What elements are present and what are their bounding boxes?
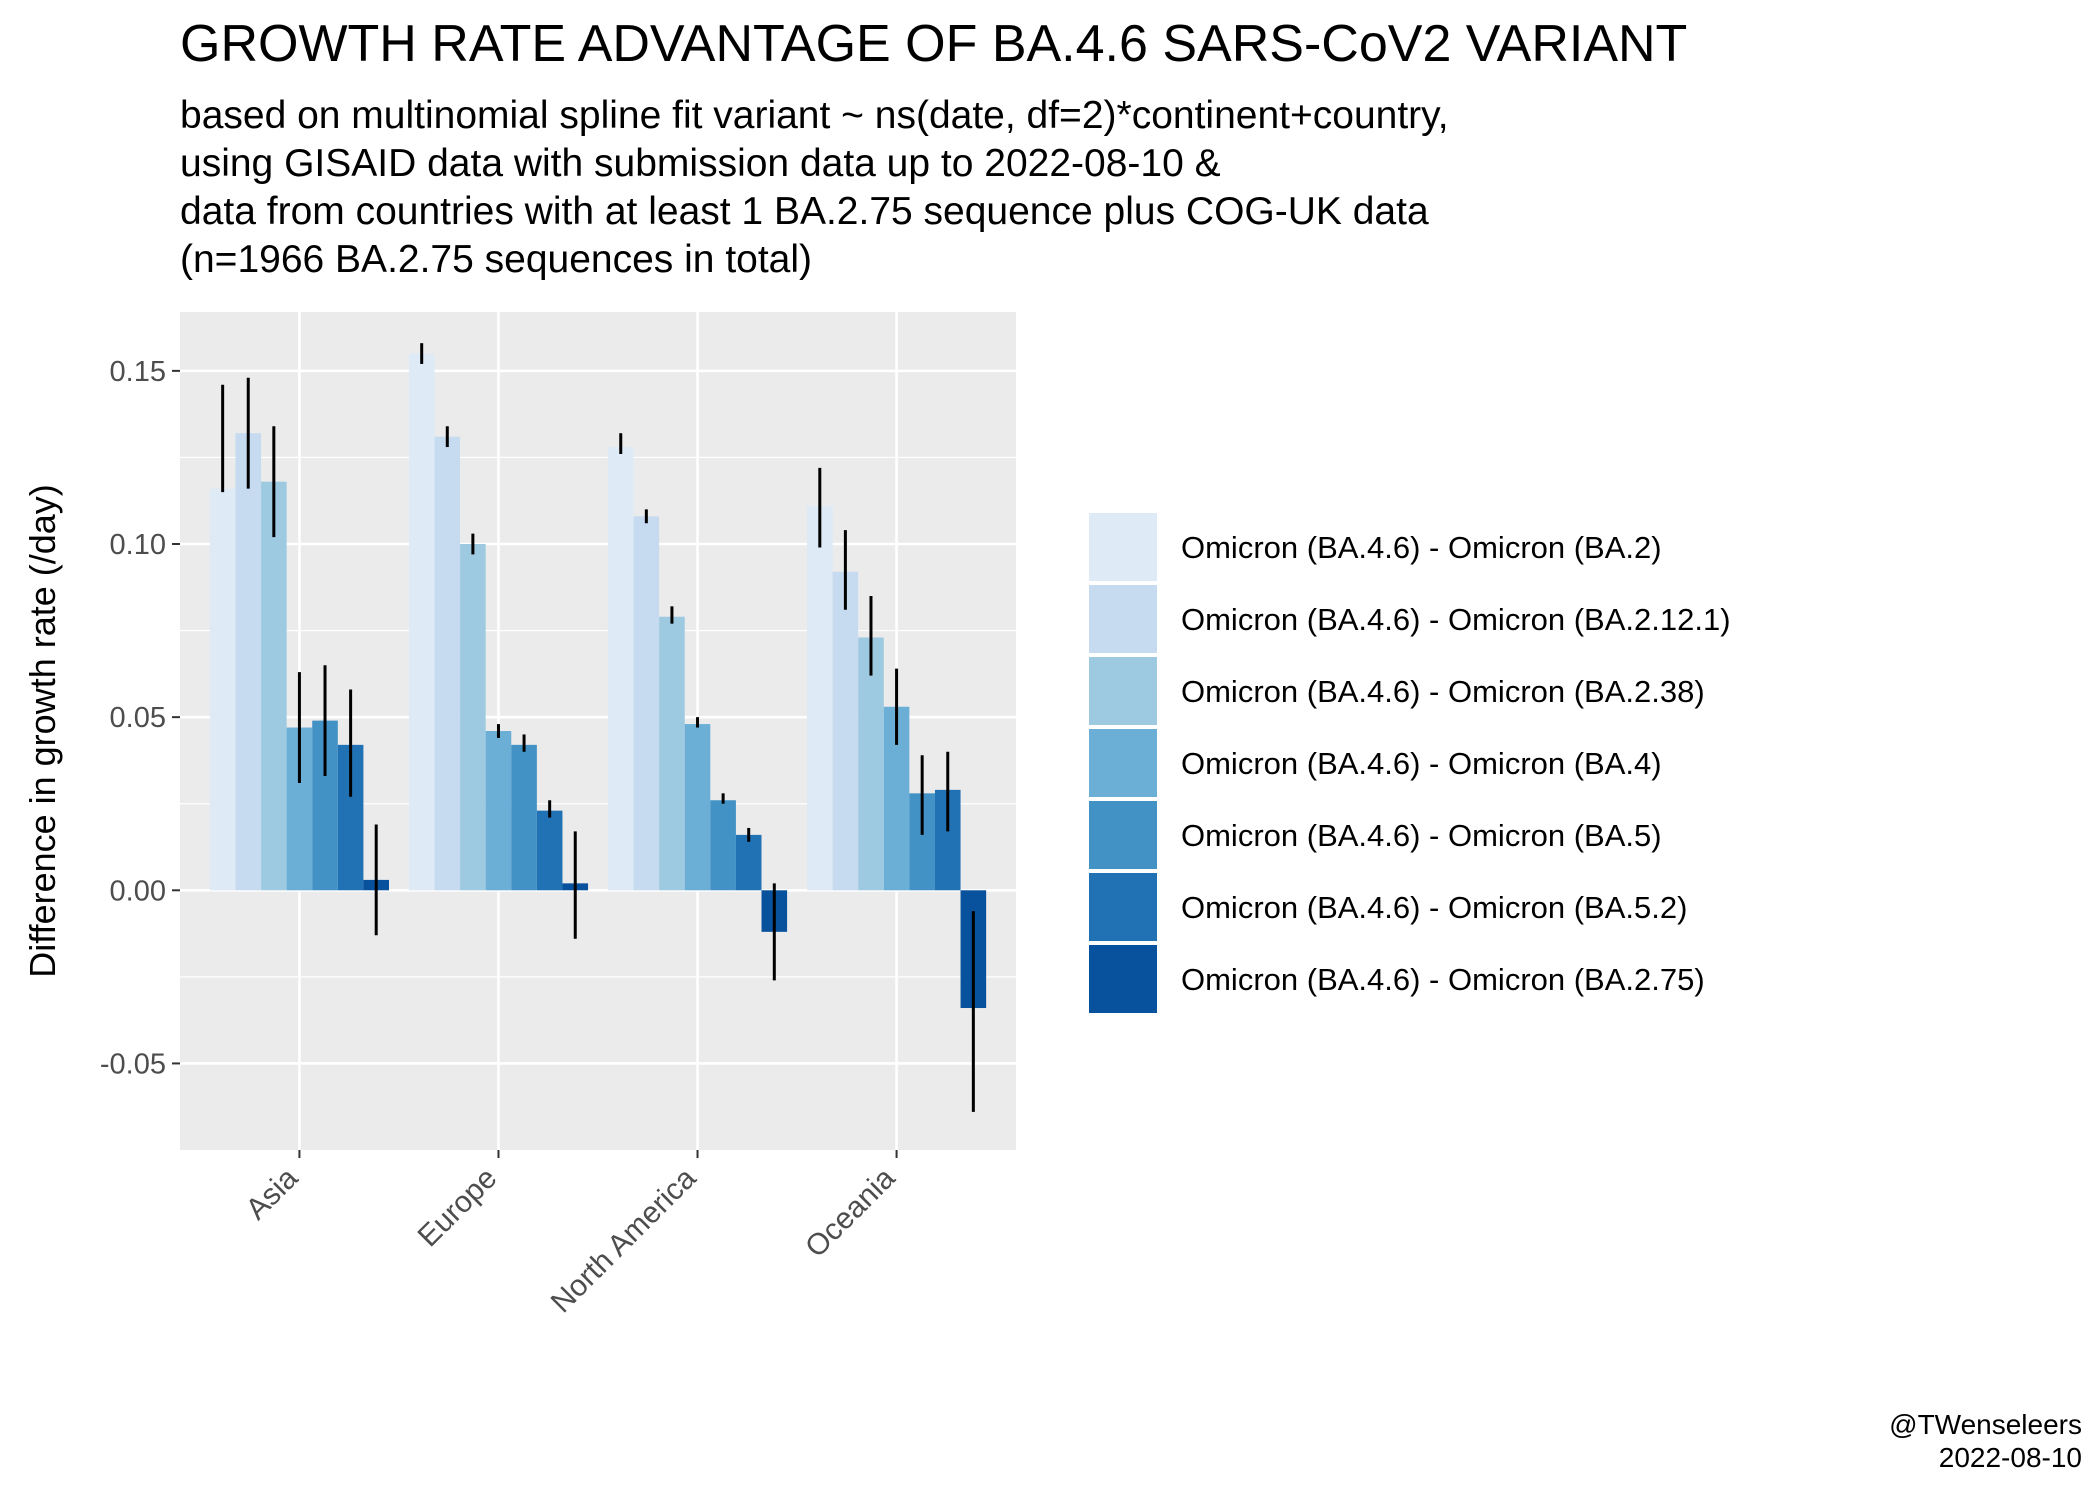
bar xyxy=(235,433,262,891)
credit-author: @TWenseleers xyxy=(1889,1409,2082,1440)
bar xyxy=(261,481,287,891)
bar xyxy=(807,505,833,891)
y-tick-label: 0.00 xyxy=(110,875,166,907)
legend-key xyxy=(1087,943,1159,1015)
x-tick-label: Oceania xyxy=(799,1161,902,1264)
legend-key xyxy=(1087,871,1159,943)
x-tick-label: North America xyxy=(545,1161,703,1319)
bar xyxy=(607,447,634,891)
bar xyxy=(633,516,660,891)
bar xyxy=(485,731,512,891)
legend-label: Omicron (BA.4.6) - Omicron (BA.2) xyxy=(1181,530,1662,565)
x-tick-label: Europe xyxy=(412,1162,504,1254)
bar xyxy=(536,810,563,891)
legend-label: Omicron (BA.4.6) - Omicron (BA.2.12.1) xyxy=(1181,602,1731,637)
y-tick-label: 0.05 xyxy=(110,702,166,734)
bar xyxy=(858,637,884,891)
bar xyxy=(710,800,736,891)
legend-key xyxy=(1087,511,1159,583)
bar xyxy=(408,353,435,891)
legend-label: Omicron (BA.4.6) - Omicron (BA.5.2) xyxy=(1181,890,1687,925)
chart-title: GROWTH RATE ADVANTAGE OF BA.4.6 SARS-CoV… xyxy=(180,15,1688,73)
legend-key xyxy=(1087,583,1159,655)
bar xyxy=(511,744,537,891)
bar xyxy=(209,488,236,891)
legend-key xyxy=(1087,799,1159,871)
credit: @TWenseleers 2022-08-10 xyxy=(1889,1408,2082,1474)
subtitle-line: based on multinomial spline fit variant … xyxy=(180,94,1449,137)
y-tick-label: -0.05 xyxy=(100,1048,166,1080)
subtitle-line: using GISAID data with submission data u… xyxy=(180,142,1221,185)
legend-label: Omicron (BA.4.6) - Omicron (BA.2.38) xyxy=(1181,674,1705,709)
bar xyxy=(735,834,762,891)
subtitle-line: data from countries with at least 1 BA.2… xyxy=(180,190,1429,233)
legend-label: Omicron (BA.4.6) - Omicron (BA.4) xyxy=(1181,746,1662,781)
legend-key xyxy=(1087,655,1159,727)
y-axis-label: Difference in growth rate (/day) xyxy=(22,484,63,978)
bar xyxy=(659,616,685,891)
bar xyxy=(684,724,711,891)
subtitle-line: (n=1966 BA.2.75 sequences in total) xyxy=(180,238,813,281)
legend-label: Omicron (BA.4.6) - Omicron (BA.5) xyxy=(1181,818,1662,853)
y-tick-label: 0.15 xyxy=(110,356,166,388)
bar xyxy=(434,436,461,891)
legend-label: Omicron (BA.4.6) - Omicron (BA.2.75) xyxy=(1181,962,1705,997)
bar xyxy=(832,571,859,891)
x-tick-label: Asia xyxy=(240,1161,305,1226)
y-tick-label: 0.10 xyxy=(110,529,166,561)
bar xyxy=(460,544,486,891)
credit-date: 2022-08-10 xyxy=(1938,1442,2082,1473)
legend-key xyxy=(1087,727,1159,799)
